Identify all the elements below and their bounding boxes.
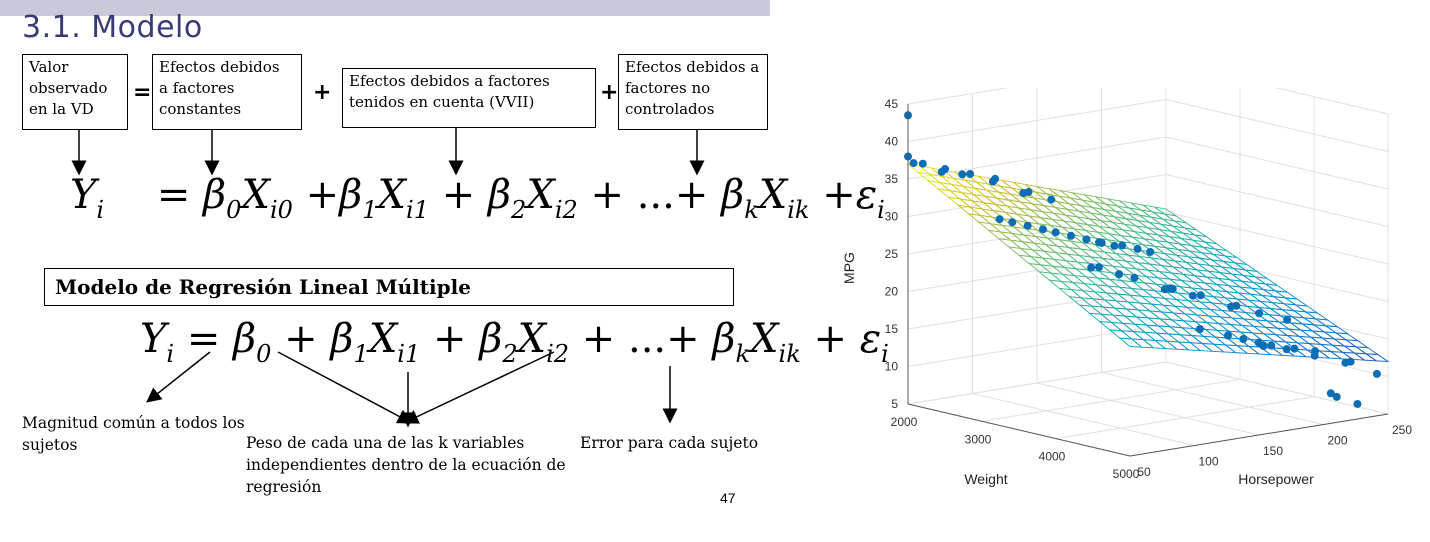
- note-subject-error: Error para cada sujeto: [580, 434, 759, 452]
- data-point: [1353, 399, 1362, 408]
- data-point: [1097, 238, 1106, 247]
- title-bar-decoration: [0, 0, 770, 16]
- z-tick-label: 30: [885, 210, 899, 224]
- z-tick-label: 20: [885, 285, 899, 299]
- equation-decomposition: Yi = β0Xi0 +β1Xi1 + β2Xi2 + ...+ βkXik +…: [70, 172, 885, 224]
- equals-operator: =: [133, 80, 152, 105]
- data-point: [1223, 331, 1232, 340]
- y-tick-label: 50: [1137, 465, 1151, 479]
- data-point: [1341, 358, 1350, 367]
- y-tick-label: 200: [1327, 434, 1347, 448]
- note-common-magnitude: Magnitud común a todos los sujetos: [22, 414, 245, 454]
- data-point: [1239, 335, 1248, 344]
- data-point: [1115, 270, 1124, 279]
- data-point: [1067, 231, 1076, 240]
- data-point: [1082, 235, 1091, 244]
- data-point: [1267, 341, 1276, 350]
- equation-regression-model: Yi = β0 + β1Xi1 + β2Xi2 + ...+ βkXik + ε…: [140, 316, 889, 368]
- data-point: [958, 170, 967, 179]
- data-point: [1283, 315, 1292, 324]
- plus-operator-2: +: [600, 80, 619, 105]
- data-point: [1160, 285, 1169, 294]
- z-tick-label: 40: [885, 135, 899, 149]
- data-point: [1282, 345, 1291, 354]
- note-variable-weights: Peso de cada una de las k variables inde…: [246, 434, 566, 496]
- surface-cell: [1364, 353, 1390, 363]
- regression-surface: [906, 163, 1390, 363]
- data-point: [1196, 291, 1205, 300]
- data-point: [941, 165, 950, 174]
- data-point: [1332, 392, 1341, 401]
- data-point: [1038, 225, 1047, 234]
- data-point: [1227, 302, 1236, 311]
- data-point: [1195, 324, 1204, 333]
- x-tick-label: 4000: [1039, 450, 1066, 464]
- data-point: [1047, 195, 1056, 204]
- model-heading: Modelo de Regresión Lineal Múltiple: [44, 268, 734, 306]
- page-number: 47: [720, 490, 736, 506]
- y-tick-label: 100: [1198, 455, 1218, 469]
- data-point: [1023, 221, 1032, 230]
- data-point: [1326, 389, 1335, 398]
- data-point: [1110, 241, 1119, 250]
- data-point: [1254, 338, 1263, 347]
- x-axis-label: Weight: [964, 471, 1007, 487]
- data-point: [1372, 369, 1381, 378]
- data-point: [988, 177, 997, 186]
- box-constant-effects: Efectos debidos a factores constantes: [152, 54, 302, 130]
- data-point: [1311, 347, 1320, 356]
- data-point: [1168, 284, 1177, 293]
- data-point: [1118, 241, 1127, 250]
- data-point: [1094, 263, 1103, 272]
- data-point: [918, 159, 927, 168]
- chart-grid: [907, 88, 1389, 457]
- y-tick-label: 150: [1263, 444, 1283, 458]
- x-tick-label: 3000: [965, 432, 992, 446]
- data-point: [995, 215, 1004, 224]
- slide-arrows: [71, 128, 705, 428]
- data-points: [904, 111, 1381, 408]
- data-point: [1146, 247, 1155, 256]
- data-point: [1019, 189, 1028, 198]
- data-point: [1087, 263, 1096, 272]
- arrow-weight-bk: [403, 351, 555, 424]
- z-axis-label: MPG: [841, 252, 857, 284]
- plus-operator-1: +: [313, 80, 332, 105]
- z-tick-label: 35: [885, 172, 899, 186]
- arrow-weight-b1: [277, 351, 413, 424]
- x-tick-label: 5000: [1113, 467, 1140, 481]
- section-title: 3.1. Modelo: [22, 10, 203, 45]
- z-tick-label: 10: [885, 360, 899, 374]
- data-point: [1290, 344, 1299, 353]
- data-point: [1255, 309, 1264, 318]
- data-point: [1133, 244, 1142, 253]
- z-tick-label: 25: [885, 247, 899, 261]
- y-axis-label: Horsepower: [1238, 471, 1314, 487]
- data-point: [1008, 218, 1017, 227]
- z-tick-label: 15: [885, 322, 899, 336]
- box-uncontrolled-effects: Efectos debidos a factores no controlado…: [618, 54, 768, 130]
- data-point: [966, 169, 975, 178]
- z-tick-label: 45: [885, 97, 899, 111]
- arrow-common: [146, 351, 211, 403]
- data-point: [1051, 228, 1060, 237]
- data-point: [1130, 273, 1139, 282]
- x-tick-label: 2000: [891, 415, 918, 429]
- y-tick-label: 250: [1392, 423, 1412, 437]
- box-observed-value: Valor observado en la VD: [22, 54, 128, 130]
- data-point: [1188, 291, 1197, 300]
- data-point: [909, 159, 918, 168]
- z-tick-label: 5: [891, 397, 898, 411]
- box-considered-effects: Efectos debidos a factores tenidos en cu…: [342, 68, 596, 128]
